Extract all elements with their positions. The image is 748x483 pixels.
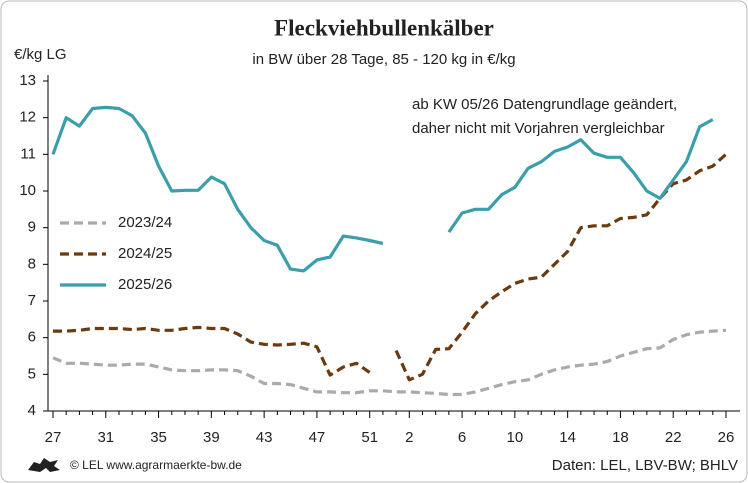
legend-label: 2023/24	[118, 214, 172, 231]
y-tick-label: 9	[28, 219, 36, 236]
logo	[28, 458, 60, 472]
x-tick-label: 27	[45, 429, 62, 446]
x-tick-label: 35	[150, 429, 167, 446]
x-tick-label: 43	[256, 429, 273, 446]
chart-subtitle: in BW über 28 Tage, 85 - 120 kg in €/kg	[252, 51, 515, 68]
x-tick-label: 2	[405, 429, 413, 446]
series-line	[52, 328, 727, 397]
x-tick-label: 14	[559, 429, 576, 446]
y-tick-label: 8	[28, 255, 36, 272]
x-tick-label: 51	[361, 429, 378, 446]
y-tick-label: 6	[28, 329, 36, 346]
y-tick-label: 13	[19, 72, 36, 89]
y-tick-label: 7	[28, 292, 36, 309]
series-line	[51, 105, 714, 273]
x-tick-label: 47	[309, 429, 326, 446]
annotation: ab KW 05/26 Datengrundlage geändert,	[412, 96, 677, 113]
y-tick-label: 5	[28, 365, 36, 382]
annotation: daher nicht mit Vorjahren vergleichbar	[412, 120, 665, 137]
source: Daten: LEL, LBV-BW; BHLV	[552, 457, 738, 474]
x-tick-label: 18	[612, 429, 629, 446]
y-tick-label: 11	[20, 145, 36, 162]
legend-label: 2024/25	[118, 245, 172, 262]
copyright: © LEL www.agrarmaerkte-bw.de	[70, 458, 242, 472]
x-tick-label: 6	[458, 429, 466, 446]
chart-title: Fleckviehbullenkälber	[274, 15, 494, 40]
y-tick-label: 12	[19, 109, 36, 126]
x-tick-label: 22	[665, 429, 682, 446]
series-line	[53, 153, 728, 382]
y-tick-label: 4	[28, 402, 36, 419]
y-axis-label: €/kg LG	[14, 46, 67, 63]
x-tick-label: 31	[97, 429, 114, 446]
x-tick-label: 39	[203, 429, 220, 446]
x-tick-label: 26	[718, 429, 735, 446]
legend-label: 2025/26	[118, 276, 172, 293]
x-tick-label: 10	[507, 429, 524, 446]
y-tick-label: 10	[19, 182, 36, 199]
